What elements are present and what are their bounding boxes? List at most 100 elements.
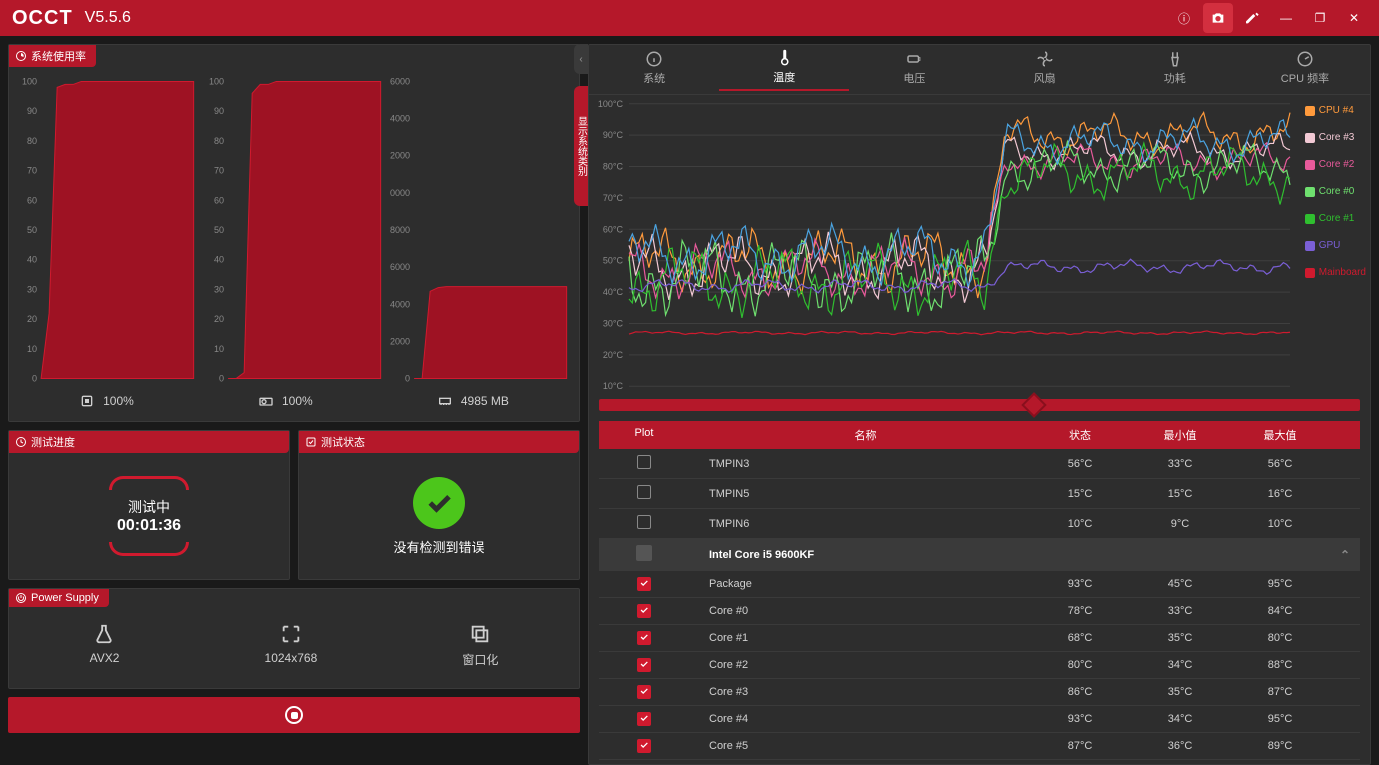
table-row: TMPIN6 10°C 9°C 10°C — [599, 509, 1360, 539]
svg-text:60: 60 — [27, 195, 37, 205]
legend-Core #1[interactable]: Core #1 — [1305, 213, 1366, 224]
mini-chart-1: 0102030405060708090100 — [204, 75, 385, 385]
progress-status: 测试中 — [128, 497, 170, 517]
table-row: Core #4 93°C 34°C 95°C — [599, 706, 1360, 733]
table-row: Core #1 68°C 35°C 80°C — [599, 625, 1360, 652]
progress-panel: 测试进度 测试中 00:01:36 — [8, 430, 290, 580]
svg-text:12000: 12000 — [390, 151, 410, 161]
power-item-0[interactable]: AVX2 — [90, 623, 120, 668]
svg-text:80: 80 — [27, 136, 37, 146]
chevron-up-icon[interactable]: ⌃ — [1340, 548, 1350, 562]
usage-panel-header: 系统使用率 — [9, 45, 96, 67]
table-row: TMPIN3 56°C 33°C 56°C — [599, 449, 1360, 479]
group-checkbox-icon[interactable] — [636, 545, 652, 561]
plot-checkbox[interactable] — [637, 577, 651, 591]
th-plot: Plot — [599, 421, 689, 449]
progress-panel-header: 测试进度 — [9, 431, 289, 453]
th-status: 状态 — [1030, 421, 1130, 449]
timeline-scrubber[interactable] — [599, 399, 1360, 411]
svg-text:20: 20 — [214, 314, 224, 324]
svg-text:10°C: 10°C — [603, 381, 624, 391]
titlebar: OCCT V5.5.6 ⓘ — ❐ ✕ — [0, 0, 1379, 36]
svg-text:8000: 8000 — [390, 225, 410, 235]
stop-button[interactable] — [8, 697, 580, 733]
th-name: 名称 — [689, 421, 1030, 449]
usage-panel: 系统使用率 0102030405060708090100 01020304050… — [8, 44, 580, 422]
tab-电压[interactable]: 电压 — [849, 50, 979, 90]
svg-text:70°C: 70°C — [603, 193, 624, 203]
plot-checkbox[interactable] — [637, 739, 651, 753]
tab-CPU 频率[interactable]: CPU 频率 — [1240, 50, 1370, 90]
legend-CPU #4[interactable]: CPU #4 — [1305, 105, 1366, 116]
th-max: 最大值 — [1230, 421, 1330, 449]
info-icon[interactable]: ⓘ — [1169, 3, 1199, 33]
screenshot-icon[interactable] — [1203, 3, 1233, 33]
svg-text:50: 50 — [27, 225, 37, 235]
svg-text:100°C: 100°C — [598, 99, 624, 109]
tab-系统[interactable]: 系统 — [589, 50, 719, 90]
svg-text:14000: 14000 — [390, 114, 410, 124]
usage-panel-title: 系统使用率 — [31, 48, 86, 64]
svg-text:40: 40 — [214, 255, 224, 265]
legend-GPU[interactable]: GPU — [1305, 240, 1366, 251]
plot-checkbox[interactable] — [637, 685, 651, 699]
svg-text:20°C: 20°C — [603, 350, 624, 360]
svg-text:40°C: 40°C — [603, 287, 624, 297]
power-item-1[interactable]: 1024x768 — [265, 623, 318, 668]
tab-功耗[interactable]: 功耗 — [1110, 50, 1240, 90]
plot-checkbox[interactable] — [637, 515, 651, 529]
svg-text:20: 20 — [27, 314, 37, 324]
svg-text:50°C: 50°C — [603, 256, 624, 266]
svg-text:60°C: 60°C — [603, 224, 624, 234]
svg-text:70: 70 — [27, 166, 37, 176]
status-panel-header: 测试状态 — [299, 431, 579, 453]
plot-checkbox[interactable] — [637, 604, 651, 618]
svg-text:100: 100 — [22, 76, 37, 86]
settings-icon[interactable] — [1237, 3, 1267, 33]
plot-checkbox[interactable] — [637, 485, 651, 499]
minimize-icon[interactable]: — — [1271, 3, 1301, 33]
power-panel: Power Supply AVX2 1024x768 窗口化 — [8, 588, 580, 689]
maximize-icon[interactable]: ❐ — [1305, 3, 1335, 33]
plot-checkbox[interactable] — [637, 631, 651, 645]
svg-text:4000: 4000 — [390, 299, 410, 309]
svg-text:90: 90 — [214, 106, 224, 116]
svg-text:30: 30 — [214, 284, 224, 294]
power-panel-header: Power Supply — [9, 589, 109, 607]
svg-text:40: 40 — [27, 255, 37, 265]
svg-text:90: 90 — [27, 106, 37, 116]
plot-checkbox[interactable] — [637, 455, 651, 469]
table-group[interactable]: Intel Core i5 9600KF ⌃ — [599, 539, 1360, 571]
status-panel: 测试状态 没有检测到错误 — [298, 430, 580, 580]
collapse-left-icon[interactable]: ‹ — [574, 44, 588, 74]
svg-text:2000: 2000 — [390, 336, 410, 346]
side-handle[interactable]: 显示系统类别 — [574, 86, 588, 206]
svg-text:50: 50 — [214, 225, 224, 235]
check-icon — [413, 477, 465, 529]
table-row: Core #2 80°C 34°C 88°C — [599, 652, 1360, 679]
plot-checkbox[interactable] — [637, 658, 651, 672]
svg-text:60: 60 — [214, 195, 224, 205]
table-row: Package 93°C 45°C 95°C — [599, 571, 1360, 598]
power-item-2[interactable]: 窗口化 — [462, 623, 498, 668]
legend-Mainboard[interactable]: Mainboard — [1305, 267, 1366, 278]
svg-text:30: 30 — [27, 284, 37, 294]
svg-text:10: 10 — [27, 344, 37, 354]
plot-checkbox[interactable] — [637, 712, 651, 726]
legend-Core #2[interactable]: Core #2 — [1305, 159, 1366, 170]
legend-Core #0[interactable]: Core #0 — [1305, 186, 1366, 197]
legend-Core #3[interactable]: Core #3 — [1305, 132, 1366, 143]
svg-text:0: 0 — [405, 374, 410, 384]
table-row: TMPIN5 15°C 15°C 16°C — [599, 479, 1360, 509]
th-min: 最小值 — [1130, 421, 1230, 449]
mini-chart-2: 0200040006000800010000120001400016000 — [390, 75, 571, 385]
progress-time: 00:01:36 — [117, 517, 181, 535]
table-row: Core #0 78°C 33°C 84°C — [599, 598, 1360, 625]
status-text: 没有检测到错误 — [393, 537, 484, 556]
close-icon[interactable]: ✕ — [1339, 3, 1369, 33]
tab-风扇[interactable]: 风扇 — [980, 50, 1110, 90]
tab-温度[interactable]: 温度 — [719, 49, 849, 91]
svg-text:30°C: 30°C — [603, 318, 624, 328]
svg-text:10000: 10000 — [390, 188, 410, 198]
svg-text:16000: 16000 — [390, 76, 410, 86]
